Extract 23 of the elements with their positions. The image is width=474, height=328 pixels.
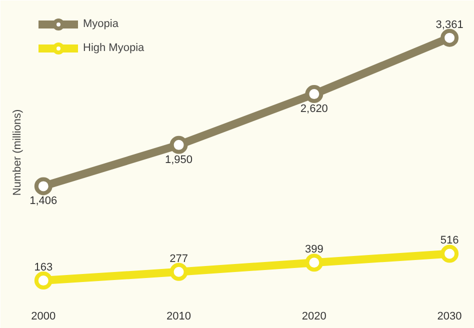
data-label: 2,620 [300,103,328,116]
point [170,262,188,281]
data-label: 1,950 [165,154,193,166]
point [305,85,324,104]
data-label: 163 [34,262,53,274]
x-tick-label: 2000 [31,310,56,322]
data-label: 399 [304,244,324,256]
data-label: 3,361 [436,18,464,31]
point [34,177,52,196]
data-label: 277 [170,252,188,265]
point [305,254,324,272]
x-tick-label: 2020 [302,310,326,322]
y-axis-title: Number (millions) [12,109,24,196]
legend-label: High Myopia [83,42,144,54]
point [34,272,52,290]
x-tick-label: 2010 [166,310,192,322]
data-label: 1,406 [30,195,58,208]
x-tick-label: 2030 [437,310,462,322]
point [170,136,188,154]
point [440,28,459,47]
point [440,244,459,263]
legend-label: Myopia [83,18,118,30]
data-label: 516 [440,234,459,247]
